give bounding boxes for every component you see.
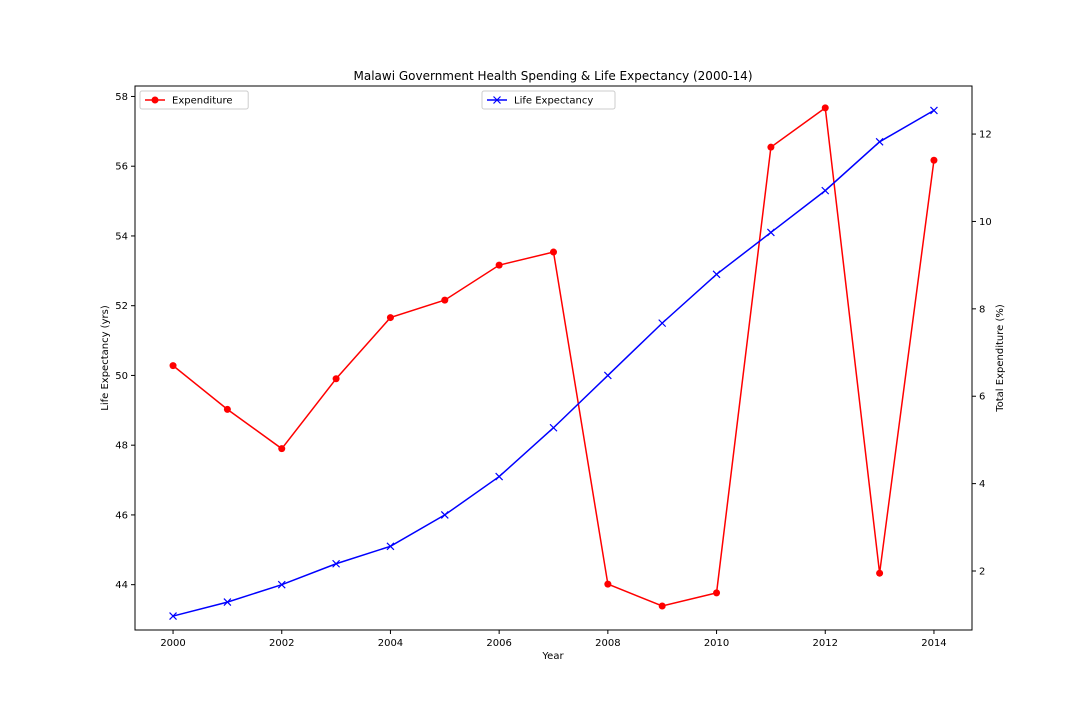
x-tick-label: 2012 [813,638,838,649]
right-y-axis-label: Total Expenditure (%) [995,304,1006,413]
left-y-tick-label: 52 [115,301,128,312]
right-y-tick-label: 2 [979,567,985,578]
right-y-tick-label: 6 [979,392,985,403]
life-expectancy-point [495,472,504,481]
expenditure-point [604,580,612,588]
life-expectancy-point [332,559,341,568]
chart-title: Malawi Government Health Spending & Life… [353,69,752,83]
left-y-tick-label: 58 [115,92,128,103]
left-y-tick-label: 54 [115,231,128,242]
x-tick-label: 2010 [704,638,729,649]
x-tick-label: 2008 [595,638,620,649]
life-expectancy-point [712,270,721,279]
expenditure-point [767,143,775,151]
life-expectancy-legend-label: Life Expectancy [514,96,593,107]
expenditure-point [441,296,449,304]
expenditure-point [821,104,829,112]
expenditure-legend-marker [151,96,159,104]
life-expectancy-point [277,580,286,589]
left-y-tick-label: 46 [115,510,128,521]
life-expectancy-point [169,612,177,620]
x-axis-label: Year [541,651,564,662]
expenditure-point [876,569,884,577]
left-y-axis-label: Life Expectancy (yrs) [100,305,111,411]
left-y-tick-label: 56 [115,162,128,173]
right-y-tick-label: 4 [979,479,985,490]
expenditure-point [278,445,286,453]
life-expectancy-legend-box [481,90,616,110]
right-y-tick-label: 8 [979,304,985,315]
expenditure-point [658,602,666,610]
expenditure-point [332,375,340,383]
right-y-tick-label: 12 [979,130,992,141]
left-y-tick-label: 44 [115,580,128,591]
life-expectancy-point [603,371,612,380]
life-expectancy-point [766,228,775,237]
x-tick-label: 2002 [269,638,294,649]
life-expectancy-point [223,598,232,607]
left-y-tick-label: 50 [115,371,128,382]
life-expectancy-point [821,186,830,195]
expenditure-line [172,106,935,607]
life-expectancy-point [658,319,667,328]
x-tick-label: 2014 [921,638,946,649]
expenditure-point [930,156,938,164]
life-expectancy-point [875,137,884,146]
expenditure-legend-box [139,90,249,110]
expenditure-point [713,589,721,597]
life-expectancy-point [930,106,938,115]
plot-frame [134,85,973,631]
x-tick-label: 2004 [378,638,403,649]
expenditure-point [223,405,231,413]
life-expectancy-point [386,542,395,551]
expenditure-point [169,362,177,370]
x-tick-label: 2006 [486,638,511,649]
expenditure-point [495,261,503,269]
life-expectancy-point [440,510,449,519]
right-y-tick-label: 10 [979,217,992,228]
life-expectancy-legend-marker [493,96,501,104]
x-tick-label: 2000 [160,638,185,649]
expenditure-point [386,314,394,322]
life-expectancy-line [172,109,935,617]
expenditure-legend-label: Expenditure [172,96,233,107]
expenditure-point [550,248,557,256]
life-expectancy-point [549,423,558,432]
left-y-tick-label: 48 [115,441,128,452]
